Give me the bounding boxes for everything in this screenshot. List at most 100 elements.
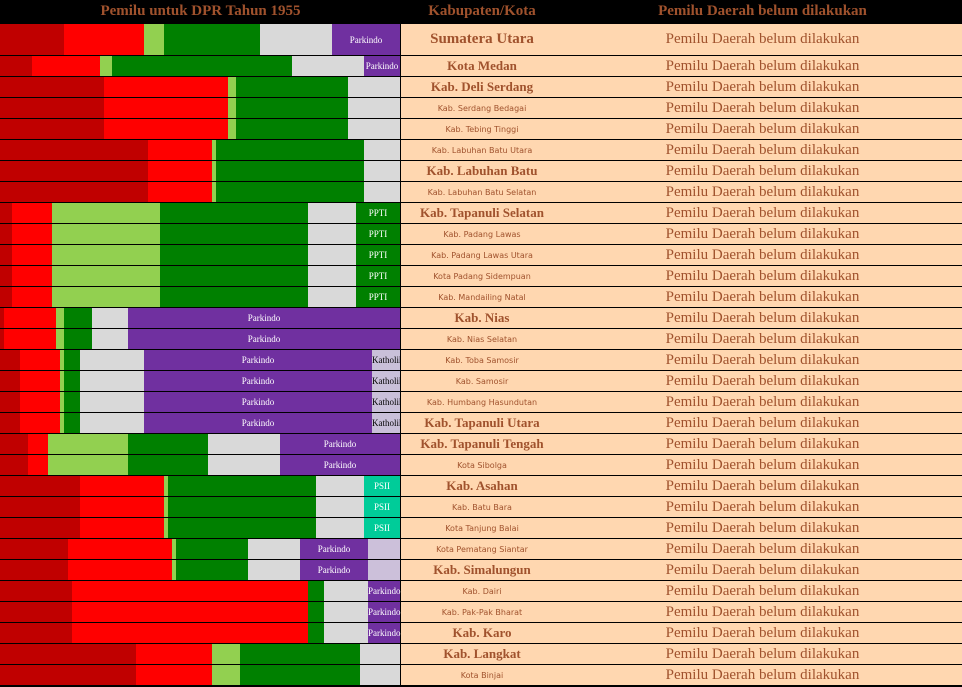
status-label: Pemilu Daerah belum dilakukan	[563, 161, 962, 181]
bar-segment: Parkindo	[144, 413, 372, 433]
bar-segment	[0, 203, 12, 223]
bar-segment: PSII	[364, 476, 400, 496]
region-label: Kab. Dairi	[401, 581, 563, 601]
bar-segment	[68, 560, 172, 580]
status-label: Pemilu Daerah belum dilakukan	[563, 308, 962, 328]
chart-row: Parkindo Kota Sibolga Pemilu Daerah belum …	[0, 455, 962, 475]
segment-label: PSII	[373, 523, 390, 533]
segment-label: Parkindo	[317, 565, 351, 575]
bar-segment	[56, 308, 64, 328]
bar-segment	[48, 434, 128, 454]
bar-segment	[212, 140, 216, 160]
status-label: Pemilu Daerah belum dilakukan	[563, 350, 962, 370]
bar-segment	[0, 329, 4, 349]
status-label: Pemilu Daerah belum dilakukan	[563, 182, 962, 202]
status-label: Pemilu Daerah belum dilakukan	[563, 476, 962, 496]
bar-segment	[240, 665, 360, 685]
bar-segment	[248, 560, 300, 580]
status-label: Pemilu Daerah belum dilakukan	[563, 287, 962, 307]
segment-label: Parkindo	[241, 355, 275, 365]
chart-row: Parkindo Kab. Nias Pemilu Daerah belum dil…	[0, 308, 962, 328]
bar-segment	[212, 644, 240, 664]
bar-segment	[212, 161, 216, 181]
bar-segment: Parkindo	[280, 455, 400, 475]
bar-segment	[52, 287, 160, 307]
segment-label: Parkindo	[241, 376, 275, 386]
region-label: Kab. Mandailing Natal	[401, 287, 563, 307]
bar-segment	[176, 560, 248, 580]
chart-row: Parkindo Kab. Dairi Pemilu Daerah belum di…	[0, 581, 962, 601]
bar-segment	[216, 182, 364, 202]
segment-label: PPTI	[368, 229, 388, 239]
region-label: Kota Sibolga	[401, 455, 563, 475]
status-label: Pemilu Daerah belum dilakukan	[563, 455, 962, 475]
bar-segment	[60, 392, 64, 412]
bar-segment	[364, 182, 400, 202]
bar-segment	[164, 497, 168, 517]
bar-segment: PSII	[364, 518, 400, 538]
bar-segment	[64, 392, 80, 412]
segment-label: PPTI	[368, 292, 388, 302]
bar-segment	[308, 602, 324, 622]
bar-segment: Parkindo	[128, 329, 400, 349]
bar-segment: PPTI	[356, 245, 400, 265]
bar-segment	[160, 245, 308, 265]
bar-segment: PPTI	[356, 266, 400, 286]
bar-segment	[308, 266, 356, 286]
region-label: Kab. Serdang Bedagai	[401, 98, 563, 118]
bar-segment	[316, 518, 364, 538]
chart-row: Kab. Labuhan Batu Utara Pemilu Daerah bel…	[0, 140, 962, 160]
segment-label: Parkindo	[368, 586, 401, 596]
bar-segment	[80, 371, 144, 391]
bar-segment	[0, 182, 148, 202]
bar-segment	[0, 476, 80, 496]
bar-segment	[100, 56, 112, 76]
region-label: Kab. Humbang Hasundutan	[401, 392, 563, 412]
segment-label: PSII	[373, 502, 390, 512]
bar-segment	[52, 266, 160, 286]
bar-segment	[292, 56, 364, 76]
chart-row: Parkindo Kota Pematang Siantar Pemilu Daer…	[0, 539, 962, 559]
status-column-header: Pemilu Daerah belum dilakukan	[658, 3, 867, 19]
bar-segment: Parkindo	[368, 581, 401, 601]
bar-segment	[48, 455, 128, 475]
segment-label: Katholik	[372, 418, 404, 428]
chart-row: Kab. Labuhan Batu Selatan Pemilu Daerah b…	[0, 182, 962, 202]
bar-segment: Parkindo	[144, 350, 372, 370]
chart-row: Parkindo Sumatera Utara Pemilu Daerah belu…	[0, 24, 962, 55]
bar-segment	[164, 518, 168, 538]
bar-segment: Parkindo	[364, 56, 400, 76]
bar-segment	[104, 119, 228, 139]
bar-segment	[0, 287, 12, 307]
region-label: Kab. Nias	[401, 308, 563, 328]
bar-segment	[216, 161, 364, 181]
bar-segment: Katholik	[372, 392, 404, 412]
bar-segment	[260, 24, 332, 55]
bar-segment	[228, 119, 236, 139]
bar-segment	[172, 539, 176, 559]
bar-segment	[148, 182, 212, 202]
bar-segment	[248, 539, 300, 559]
bar-segment	[348, 77, 400, 97]
bar-segment	[168, 476, 316, 496]
chart-row: Parkindo Kab. Karo Pemilu Daerah belum dil…	[0, 623, 962, 643]
status-label: Pemilu Daerah belum dilakukan	[563, 413, 962, 433]
bar-segment	[92, 329, 128, 349]
bar-segment	[0, 24, 64, 55]
bar-segment	[12, 224, 52, 244]
region-label: Kab. Tebing Tinggi	[401, 119, 563, 139]
bar-segment	[128, 455, 208, 475]
bar-segment	[308, 245, 356, 265]
bar-segment: Parkindo	[300, 539, 368, 559]
chart-row: PSII Kab. Batu Bara Pemilu Daerah belum di…	[0, 497, 962, 517]
bar-segment	[368, 539, 400, 559]
bar-segment	[172, 560, 176, 580]
segment-label: PSII	[373, 481, 390, 491]
region-label: Kab. Asahan	[401, 476, 563, 496]
bar-segment	[20, 371, 60, 391]
region-label: Kota Medan	[401, 56, 563, 76]
segment-label: PPTI	[368, 250, 388, 260]
chart-row: Kab. Langkat Pemilu Daerah belum dilakuka…	[0, 644, 962, 664]
bar-segment	[72, 602, 308, 622]
bar-segment	[0, 266, 12, 286]
